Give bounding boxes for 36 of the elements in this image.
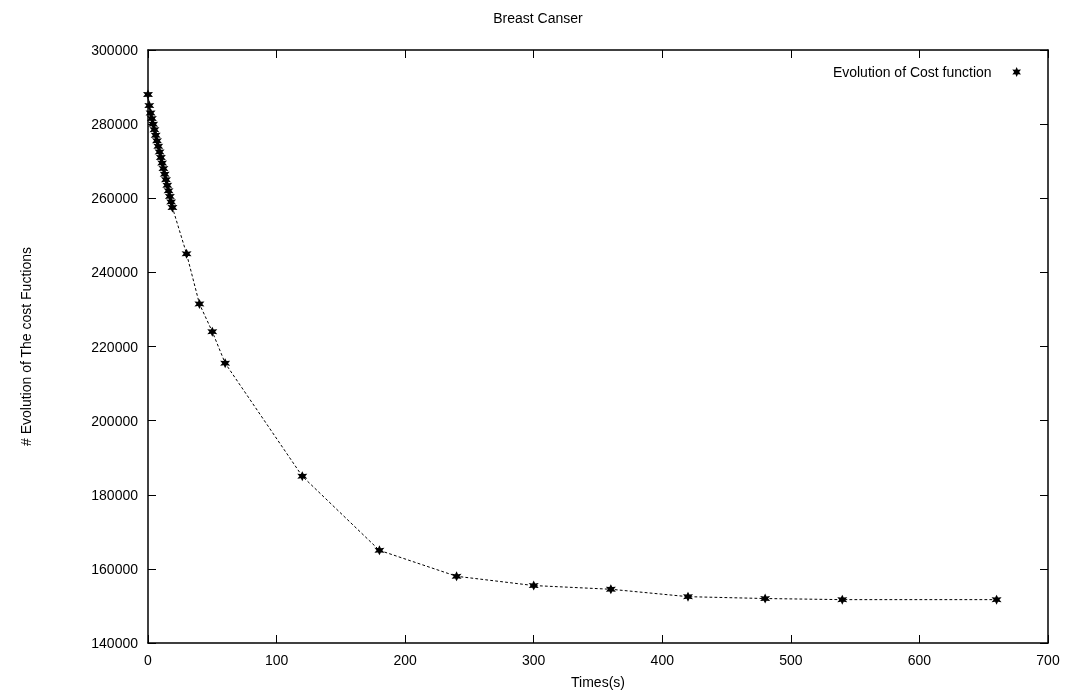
y-tick-label: 140000	[91, 635, 139, 651]
x-tick-label: 200	[393, 652, 418, 668]
point	[528, 580, 539, 591]
y-tick-label: 300000	[91, 42, 139, 58]
y-tick-label: 180000	[91, 486, 139, 503]
point	[181, 248, 192, 259]
point	[207, 326, 218, 337]
y-tick-label: 260000	[91, 190, 139, 207]
point	[374, 545, 385, 556]
point	[605, 584, 616, 595]
legend-label: Evolution of Cost function	[832, 64, 992, 80]
x-axis-title: Times(s)	[571, 674, 625, 690]
x-tick-label: 500	[779, 652, 803, 668]
y-tick-label: 280000	[91, 116, 139, 133]
y-tick-label: 200000	[91, 412, 139, 429]
point	[837, 594, 848, 605]
point	[451, 571, 462, 582]
point	[760, 593, 771, 604]
x-tick-label: 700	[1036, 652, 1060, 668]
point	[297, 471, 308, 482]
point	[144, 100, 155, 111]
point	[991, 594, 1002, 605]
point	[194, 298, 205, 309]
y-axis-title: # Evolution of The cost Fuctions	[18, 247, 34, 446]
y-tick-label: 220000	[91, 338, 139, 355]
x-tick-label: 100	[264, 652, 289, 668]
x-tick-label: 600	[907, 652, 932, 668]
x-tick-label: 300	[522, 652, 546, 668]
point	[143, 89, 153, 100]
x-tick-label: 400	[650, 652, 675, 668]
y-tick-label: 160000	[91, 560, 139, 577]
chart-title: Breast Canser	[493, 10, 584, 26]
point	[683, 591, 693, 602]
point	[220, 358, 231, 369]
y-tick-label: 240000	[91, 264, 139, 281]
x-tick-label: 0	[144, 652, 153, 668]
